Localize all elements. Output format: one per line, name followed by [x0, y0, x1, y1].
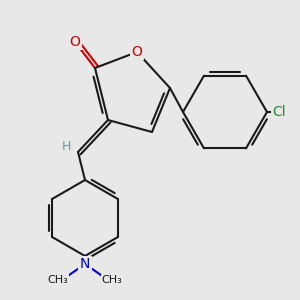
- Text: CH₃: CH₃: [48, 275, 68, 285]
- Text: CH₃: CH₃: [102, 275, 122, 285]
- Text: N: N: [80, 257, 90, 271]
- Text: O: O: [132, 45, 142, 59]
- Text: O: O: [70, 35, 80, 49]
- Text: H: H: [61, 140, 71, 152]
- Text: Cl: Cl: [272, 105, 286, 119]
